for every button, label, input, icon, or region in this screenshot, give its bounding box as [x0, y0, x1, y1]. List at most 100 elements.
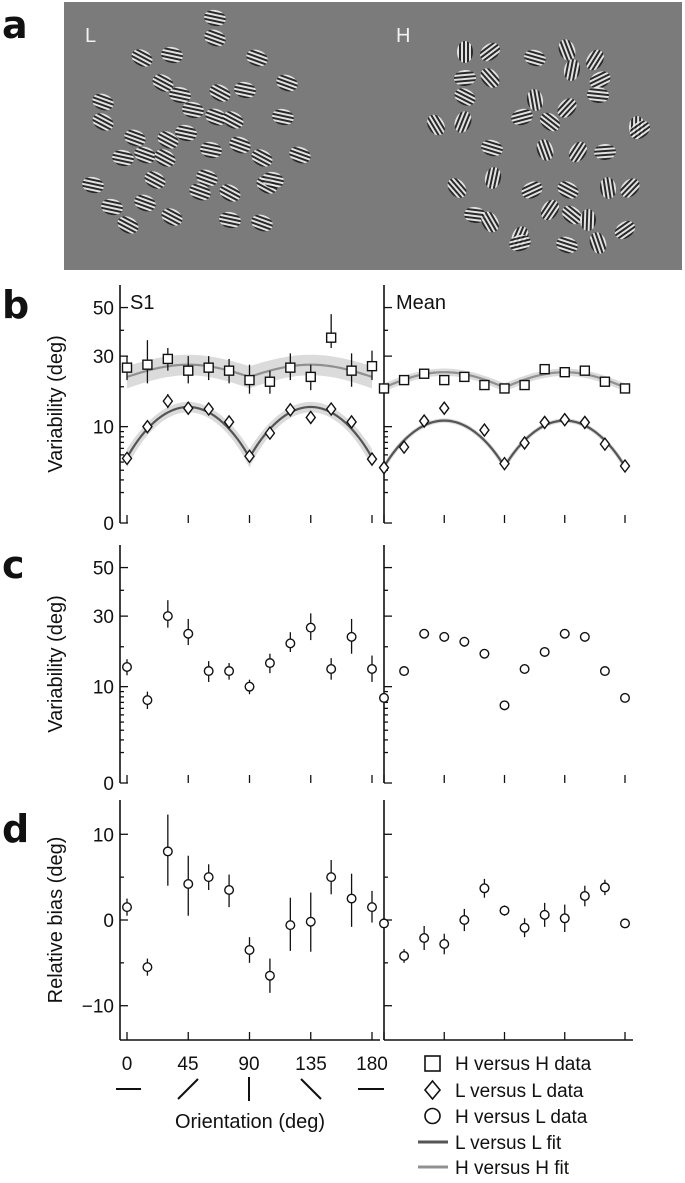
- grating-patch-high: [587, 86, 609, 104]
- stimulus-label-high: H: [396, 25, 410, 47]
- grating-patch-high: [480, 68, 500, 88]
- grating-patch-low: [154, 149, 176, 167]
- grating-patch-body: [620, 178, 640, 198]
- data-point-square: [346, 365, 357, 376]
- data-point-circle: [346, 631, 357, 642]
- grating-patch-low: [289, 146, 311, 164]
- grating-patch-high: [526, 89, 544, 111]
- grating-patch-body: [557, 98, 577, 118]
- data-point-square: [599, 376, 611, 387]
- data-point-diamond: [378, 460, 390, 475]
- grating-patch-body: [594, 143, 616, 161]
- grating-patch-low: [219, 211, 241, 229]
- data-point-circle: [326, 872, 337, 883]
- grating-patch-body: [479, 42, 501, 62]
- data-point-square: [264, 376, 276, 387]
- grating-patch-high: [589, 232, 607, 254]
- grating-patch-low: [161, 208, 183, 226]
- grating-patch-high: [620, 178, 640, 198]
- grating-patch-body: [454, 88, 476, 106]
- data-point-square: [244, 374, 255, 386]
- grating-patch-body: [569, 141, 587, 163]
- data-point-square: [305, 371, 316, 383]
- data-point-diamond: [305, 410, 317, 425]
- data-point-diamond: [182, 401, 194, 416]
- data-point-square: [142, 359, 153, 370]
- data-point-circle: [162, 611, 173, 622]
- grating-patch-body: [540, 112, 560, 132]
- y-axis-title: Variability (deg): [45, 595, 67, 732]
- y-tick-label: 30: [93, 347, 114, 368]
- data-point-circle: [264, 658, 275, 669]
- grating-patch-body: [112, 149, 134, 167]
- grating-patch-low: [272, 108, 294, 126]
- panel-letter-c: c: [2, 543, 25, 587]
- grating-patch-high: [454, 111, 472, 133]
- data-point-circle: [367, 664, 378, 675]
- data-point-square: [121, 362, 133, 373]
- data-point-diamond: [284, 402, 296, 417]
- grating-patch-body: [579, 209, 597, 231]
- grating-patch-body: [557, 181, 579, 199]
- grating-patch-low: [134, 146, 156, 164]
- data-point-circle: [162, 846, 173, 857]
- data-point-circle: [499, 905, 510, 916]
- grating-patch-low: [189, 183, 211, 201]
- data-point-circle: [203, 872, 214, 883]
- grating-patch-high: [540, 112, 560, 132]
- grating-patch-body: [154, 149, 176, 167]
- data-point-diamond: [223, 414, 235, 430]
- data-point-circle: [479, 883, 490, 894]
- legend-ll-data: L versus L data: [455, 1081, 584, 1102]
- data-point-diamond: [244, 449, 255, 464]
- grating-patch-low: [229, 136, 251, 154]
- grating-patch-body: [447, 178, 467, 198]
- data-point-diamond: [539, 415, 551, 430]
- chart-b-right: Mean: [378, 285, 631, 524]
- y-tick-label: 10: [93, 678, 114, 699]
- grating-patch-body: [182, 101, 204, 119]
- grating-patch-high: [556, 236, 578, 254]
- grating-patch-high: [589, 71, 611, 89]
- data-point-square: [366, 360, 378, 372]
- y-tick-label: 0: [103, 774, 114, 795]
- grating-patch-body: [262, 171, 284, 189]
- data-point-square: [499, 383, 510, 394]
- grating-patch-low: [82, 176, 104, 194]
- y-tick-label: 30: [93, 607, 114, 628]
- x-tick-label-45: 45: [177, 1054, 198, 1075]
- data-point-circle: [579, 631, 590, 642]
- data-point-circle: [305, 916, 316, 927]
- grating-patch-body: [209, 84, 231, 102]
- legend-diamond-marker: [423, 1079, 442, 1101]
- data-point-diamond: [142, 419, 153, 434]
- grating-patch-body: [558, 39, 576, 61]
- grating-patch-low: [112, 149, 134, 167]
- grating-patch-body: [246, 49, 268, 67]
- grating-patch-body: [196, 169, 218, 187]
- grating-patch-high: [521, 181, 543, 199]
- grating-patch-body: [511, 108, 533, 126]
- data-point-circle: [121, 902, 132, 913]
- grating-patch-high: [484, 167, 502, 189]
- grating-patch-low: [134, 194, 156, 212]
- data-point-diamond: [599, 436, 611, 452]
- data-point-diamond: [398, 439, 410, 455]
- grating-patch-body: [82, 176, 104, 194]
- grating-patch-body: [204, 9, 226, 27]
- grating-patch-high: [464, 206, 486, 224]
- x-tick-label-90: 90: [238, 1054, 259, 1075]
- data-point-diamond: [325, 401, 337, 417]
- data-point-square: [479, 379, 490, 391]
- data-point-circle: [439, 939, 450, 950]
- grating-patch-low: [152, 74, 174, 92]
- legend-hl-data: H versus L data: [455, 1107, 588, 1128]
- grating-patch-low: [276, 74, 298, 92]
- grating-patch-body: [189, 183, 211, 201]
- grating-patch-body: [175, 124, 197, 142]
- grating-patch-low: [251, 214, 273, 232]
- y-tick-label: 50: [93, 559, 114, 580]
- grating-patch-body: [540, 199, 560, 221]
- subject-label: S1: [130, 292, 154, 314]
